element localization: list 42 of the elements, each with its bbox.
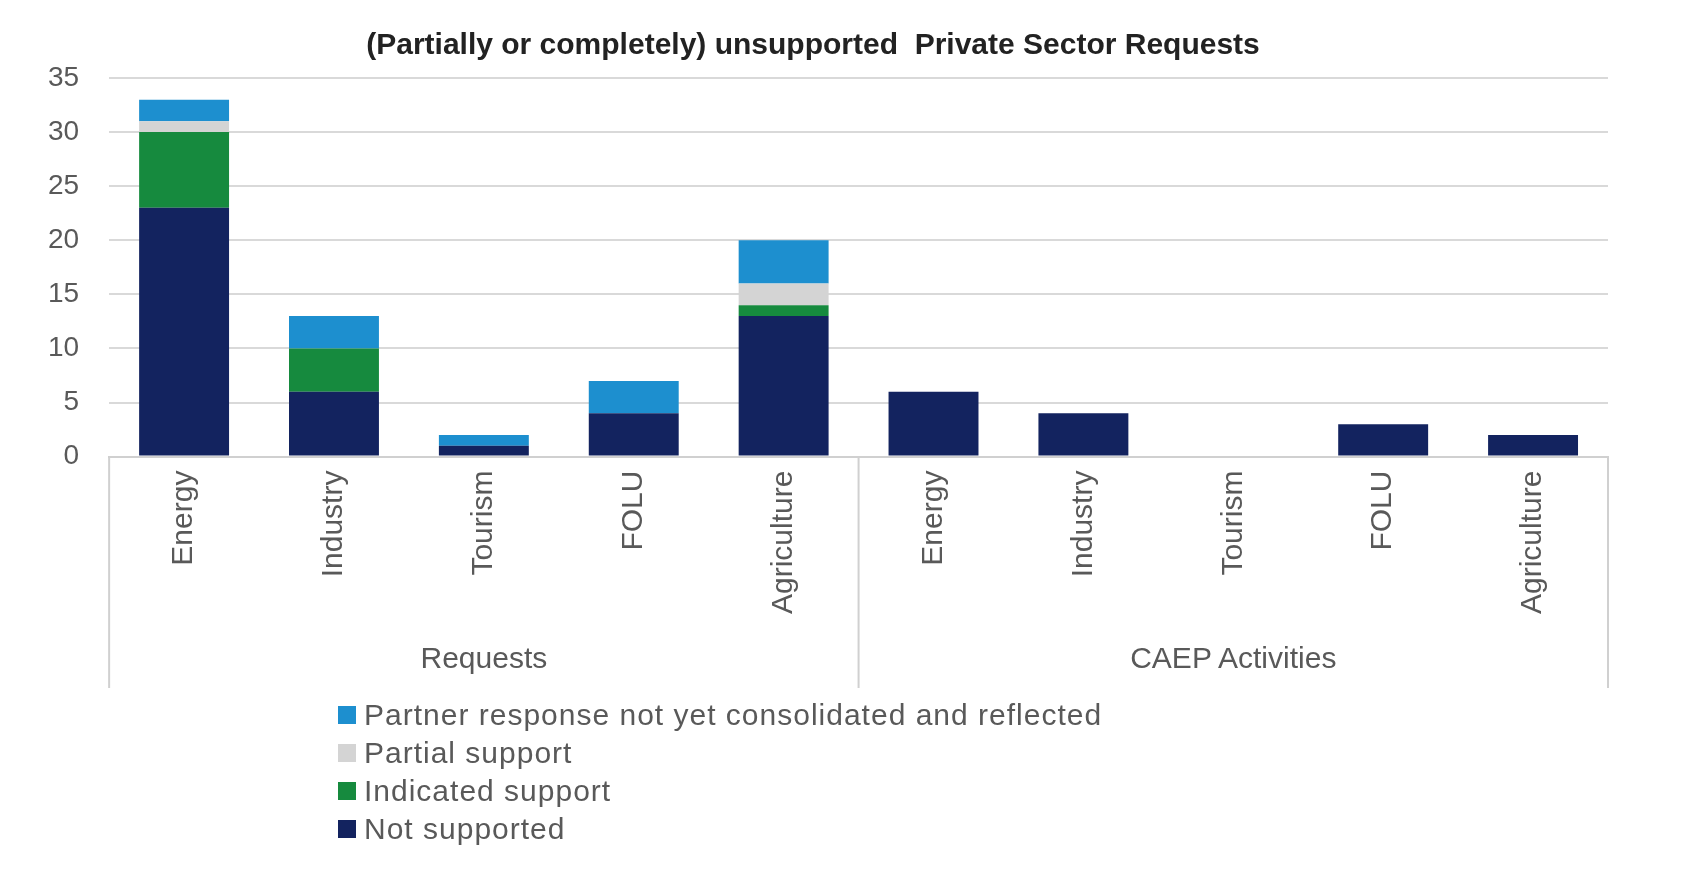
x-tick-label: Energy	[914, 470, 948, 566]
y-tick-label: 25	[47, 168, 80, 200]
bar	[1488, 434, 1579, 456]
bar	[1338, 424, 1429, 456]
bar	[289, 315, 379, 349]
legend-label: Not supported	[364, 812, 566, 846]
x-tick-label: Energy	[165, 470, 199, 566]
x-tick-label: FOLU	[615, 470, 649, 551]
y-tick-label: 20	[47, 222, 80, 254]
bar	[738, 240, 829, 284]
text: CAEP Activities	[1130, 641, 1337, 675]
text: Requests	[420, 641, 548, 675]
y-tick-label: 15	[47, 277, 80, 309]
y-tick-label: 30	[47, 114, 80, 146]
x-tick-label: Industry	[1064, 470, 1098, 578]
x-tick-label: Tourism	[1214, 470, 1248, 576]
x-tick-label: Agriculture	[764, 470, 798, 615]
y-tick-label: 5	[63, 385, 80, 417]
legend-label: Indicated support	[364, 774, 612, 808]
bar	[438, 445, 529, 456]
bar	[1038, 413, 1129, 456]
bar	[588, 380, 679, 414]
legend-label: Partial support	[364, 736, 573, 770]
x-tick-label: Tourism	[465, 470, 499, 576]
y-tick-label: 10	[47, 331, 80, 363]
bar	[139, 132, 230, 208]
y-tick-label: 0	[63, 439, 80, 471]
bar	[738, 315, 829, 456]
x-tick-label: FOLU	[1364, 470, 1398, 551]
bar	[139, 207, 230, 456]
x-tick-label: Agriculture	[1514, 470, 1548, 615]
bar	[139, 99, 230, 122]
legend-label: Partner response not yet consolidated and reflected	[364, 698, 1103, 732]
y-tick-label: 35	[47, 60, 80, 92]
bar	[888, 391, 979, 456]
bar	[588, 413, 679, 456]
bar	[289, 348, 379, 392]
x-tick-label: Industry	[315, 470, 349, 578]
bar	[289, 391, 379, 456]
bar	[438, 434, 529, 446]
chart-title: (Partially or completely) unsupported Private Sector Requests	[366, 27, 1260, 61]
bar	[738, 305, 829, 316]
